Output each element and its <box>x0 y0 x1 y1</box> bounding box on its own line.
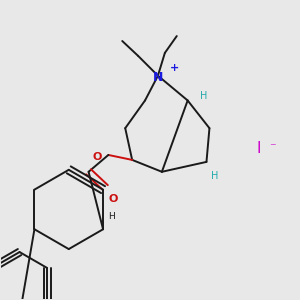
Text: I: I <box>257 140 262 155</box>
Text: N: N <box>153 71 163 84</box>
Text: H: H <box>108 212 115 221</box>
Text: ⁻: ⁻ <box>269 142 275 154</box>
Text: H: H <box>200 91 207 100</box>
Text: O: O <box>108 194 118 204</box>
Text: O: O <box>92 152 101 162</box>
Text: H: H <box>212 171 219 181</box>
Text: +: + <box>170 63 179 73</box>
